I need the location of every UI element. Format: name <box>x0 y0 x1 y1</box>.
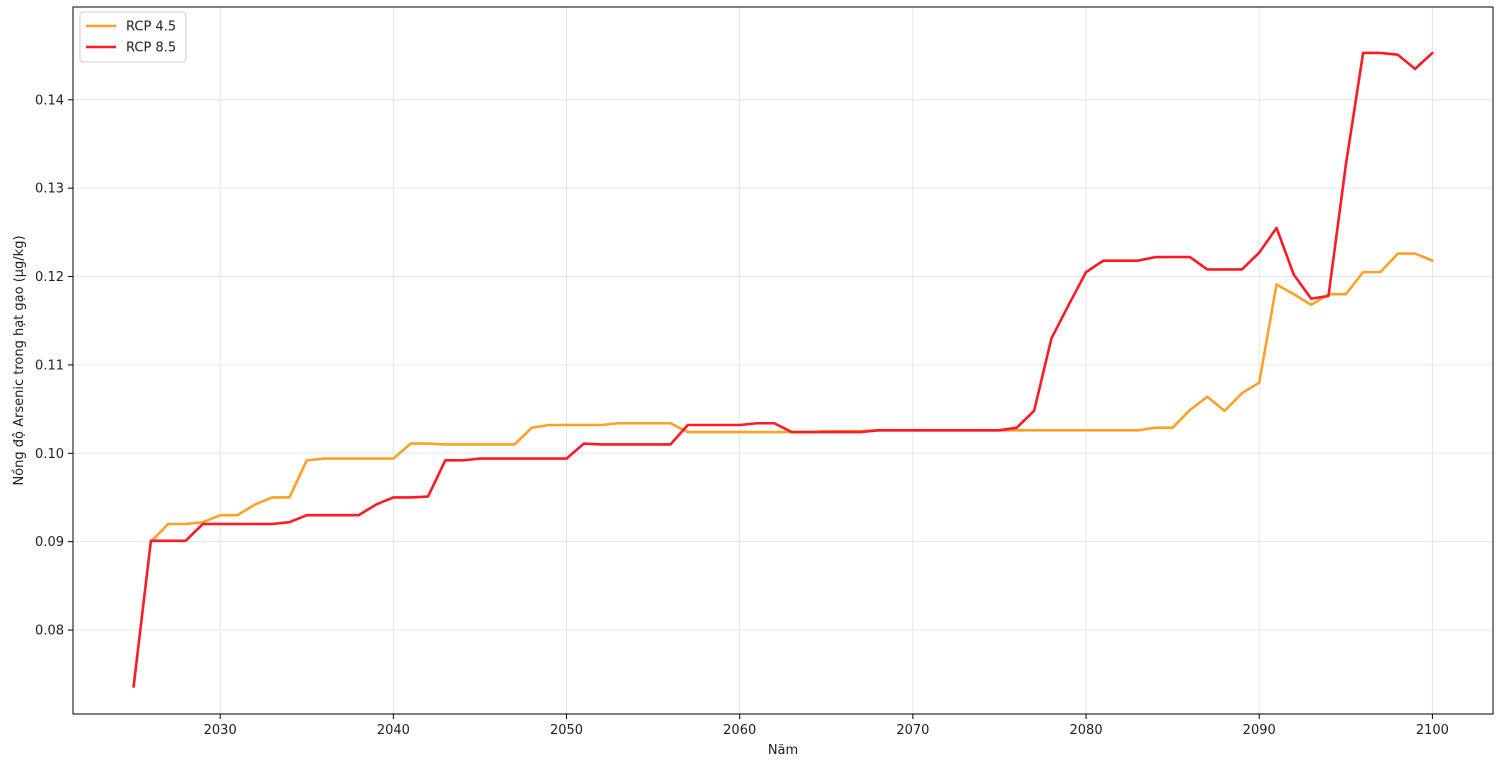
legend-box <box>79 11 187 63</box>
y-tick-label: 0.09 <box>35 535 64 550</box>
series-line-rcp85 <box>132 51 1434 688</box>
y-tick-label: 0.13 <box>35 182 64 197</box>
x-axis-ticks: 2030 2040 2050 2060 2070 2080 2090 2100 <box>204 714 1449 738</box>
x-tick-label: 2070 <box>896 723 929 738</box>
y-axis-label: Nồng độ Arsenic trong hạt gạo (µg/kg) <box>12 235 27 485</box>
y-tick-label: 0.08 <box>35 624 64 639</box>
x-tick-label: 2040 <box>377 723 410 738</box>
x-tick-label: 2050 <box>550 723 583 738</box>
legend: RCP 4.5 RCP 8.5 <box>79 11 187 63</box>
grid <box>73 7 1493 714</box>
x-tick-label: 2080 <box>1070 723 1103 738</box>
legend-label-rcp85: RCP 8.5 <box>126 41 176 56</box>
y-tick-label: 0.11 <box>35 358 64 373</box>
x-tick-label: 2030 <box>204 723 237 738</box>
y-axis-ticks: 0.08 0.09 0.10 0.11 0.12 0.13 0.14 <box>35 93 73 639</box>
y-tick-label: 0.10 <box>35 447 64 462</box>
y-tick-label: 0.12 <box>35 270 64 285</box>
plot-frame <box>72 6 1494 715</box>
x-tick-label: 2090 <box>1243 723 1276 738</box>
y-tick-label: 0.14 <box>35 93 64 108</box>
series-line-rcp45 <box>149 252 1434 543</box>
x-axis-label: Năm <box>768 743 798 758</box>
x-tick-label: 2100 <box>1416 723 1449 738</box>
legend-label-rcp45: RCP 4.5 <box>126 20 176 35</box>
series-lines <box>132 51 1434 688</box>
x-tick-label: 2060 <box>723 723 756 738</box>
